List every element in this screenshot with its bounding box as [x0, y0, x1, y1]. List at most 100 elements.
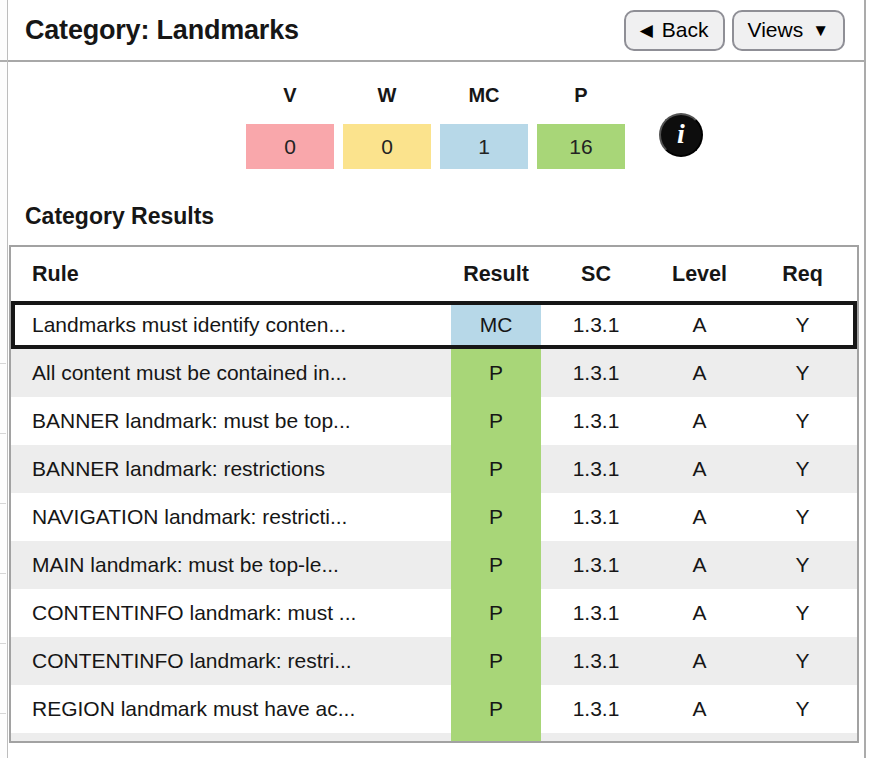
rule-cell: Landmarks must identify conten... — [11, 301, 451, 349]
column-header-rule: Rule — [11, 262, 451, 287]
column-header-result: Result — [451, 262, 541, 287]
back-button-label: Back — [662, 18, 709, 42]
rule-result-row[interactable]: P — [11, 733, 857, 743]
table-body: Landmarks must identify conten... MC 1.3… — [11, 301, 857, 743]
rule-cell: BANNER landmark: restrictions — [11, 445, 451, 493]
views-menu-button[interactable]: Views ▼ — [732, 10, 845, 51]
rule-result-row[interactable]: CONTENTINFO landmark: restri... P 1.3.1 … — [11, 637, 857, 685]
rule-result-row[interactable]: REGION landmark must have ac... P 1.3.1 … — [11, 685, 857, 733]
info-icon: i — [677, 118, 685, 150]
req-cell: Y — [748, 685, 857, 733]
rule-cell — [11, 733, 451, 743]
sc-cell — [541, 733, 651, 743]
rule-cell: NAVIGATION landmark: restricti... — [11, 493, 451, 541]
background-row-line — [0, 713, 6, 714]
result-cell: P — [451, 541, 541, 589]
views-button-label: Views — [748, 18, 804, 42]
results-summary: V 0 W 0 MC 1 P 16 — [246, 82, 625, 169]
level-cell: A — [651, 541, 748, 589]
req-cell: Y — [748, 541, 857, 589]
category-panel: Category: Landmarks ◀ Back Views ▼ V 0 W — [7, 0, 866, 758]
rule-result-row[interactable]: NAVIGATION landmark: restricti... P 1.3.… — [11, 493, 857, 541]
sc-cell: 1.3.1 — [541, 301, 651, 349]
summary-value-p: 16 — [537, 124, 625, 169]
req-cell: Y — [748, 301, 857, 349]
info-button[interactable]: i — [659, 113, 703, 157]
background-panel-sliver — [0, 0, 7, 758]
summary-value-w: 0 — [343, 124, 431, 169]
req-cell: Y — [748, 493, 857, 541]
chevron-down-icon: ▼ — [812, 22, 829, 39]
result-cell: MC — [451, 301, 541, 349]
summary-label-mc: MC — [468, 82, 499, 108]
rule-result-row[interactable]: All content must be contained in... P 1.… — [11, 349, 857, 397]
rule-cell: CONTENTINFO landmark: must ... — [11, 589, 451, 637]
background-row-line — [0, 643, 6, 644]
level-cell: A — [651, 301, 748, 349]
level-cell: A — [651, 637, 748, 685]
sc-cell: 1.3.1 — [541, 541, 651, 589]
category-results-heading: Category Results — [25, 203, 214, 230]
req-cell: Y — [748, 349, 857, 397]
result-cell: P — [451, 445, 541, 493]
rule-result-row[interactable]: MAIN landmark: must be top-le... P 1.3.1… — [11, 541, 857, 589]
level-cell — [651, 733, 748, 743]
level-cell: A — [651, 397, 748, 445]
rule-cell: All content must be contained in... — [11, 349, 451, 397]
sidebar-panel: Category: Landmarks ◀ Back Views ▼ V 0 W — [0, 0, 870, 758]
background-row-line — [0, 433, 6, 434]
level-cell: A — [651, 493, 748, 541]
rule-cell: REGION landmark must have ac... — [11, 685, 451, 733]
summary-passed: P 16 — [537, 82, 625, 169]
summary-violations: V 0 — [246, 82, 334, 169]
sc-cell: 1.3.1 — [541, 637, 651, 685]
background-row-line — [0, 573, 6, 574]
background-row-line — [0, 503, 6, 504]
summary-manual-checks: MC 1 — [440, 82, 528, 169]
rule-cell: MAIN landmark: must be top-le... — [11, 541, 451, 589]
result-cell: P — [451, 589, 541, 637]
rule-cell: BANNER landmark: must be top... — [11, 397, 451, 445]
req-cell: Y — [748, 445, 857, 493]
level-cell: A — [651, 685, 748, 733]
req-cell — [748, 733, 857, 743]
rule-result-row[interactable]: BANNER landmark: restrictions P 1.3.1 A … — [11, 445, 857, 493]
summary-label-p: P — [574, 82, 587, 108]
rule-result-row[interactable]: BANNER landmark: must be top... P 1.3.1 … — [11, 397, 857, 445]
rule-result-row[interactable]: Landmarks must identify conten... MC 1.3… — [11, 301, 857, 349]
result-cell: P — [451, 397, 541, 445]
back-button[interactable]: ◀ Back — [624, 10, 725, 51]
sc-cell: 1.3.1 — [541, 589, 651, 637]
rule-cell: CONTENTINFO landmark: restri... — [11, 637, 451, 685]
req-cell: Y — [748, 397, 857, 445]
grid-header-row: Rule Result SC Level Req — [11, 247, 857, 301]
req-cell: Y — [748, 637, 857, 685]
results-grid: Rule Result SC Level Req Landmarks must … — [9, 245, 859, 743]
panel-header: Category: Landmarks ◀ Back Views ▼ — [8, 0, 864, 62]
sc-cell: 1.3.1 — [541, 493, 651, 541]
level-cell: A — [651, 589, 748, 637]
column-header-level: Level — [651, 262, 748, 287]
result-cell: P — [451, 685, 541, 733]
summary-value-v: 0 — [246, 124, 334, 169]
sc-cell: 1.3.1 — [541, 349, 651, 397]
result-cell: P — [451, 637, 541, 685]
req-cell: Y — [748, 589, 857, 637]
result-cell: P — [451, 349, 541, 397]
result-cell: P — [451, 493, 541, 541]
sc-cell: 1.3.1 — [541, 685, 651, 733]
summary-value-mc: 1 — [440, 124, 528, 169]
sc-cell: 1.3.1 — [541, 397, 651, 445]
summary-label-v: V — [283, 82, 296, 108]
level-cell: A — [651, 445, 748, 493]
summary-warnings: W 0 — [343, 82, 431, 169]
sc-cell: 1.3.1 — [541, 445, 651, 493]
header-buttons: ◀ Back Views ▼ — [624, 10, 845, 51]
page-title: Category: Landmarks — [25, 15, 299, 46]
divider — [0, 60, 7, 62]
summary-label-w: W — [378, 82, 397, 108]
column-header-req: Req — [748, 262, 857, 287]
rule-result-row[interactable]: CONTENTINFO landmark: must ... P 1.3.1 A… — [11, 589, 857, 637]
level-cell: A — [651, 349, 748, 397]
result-cell: P — [451, 733, 541, 743]
